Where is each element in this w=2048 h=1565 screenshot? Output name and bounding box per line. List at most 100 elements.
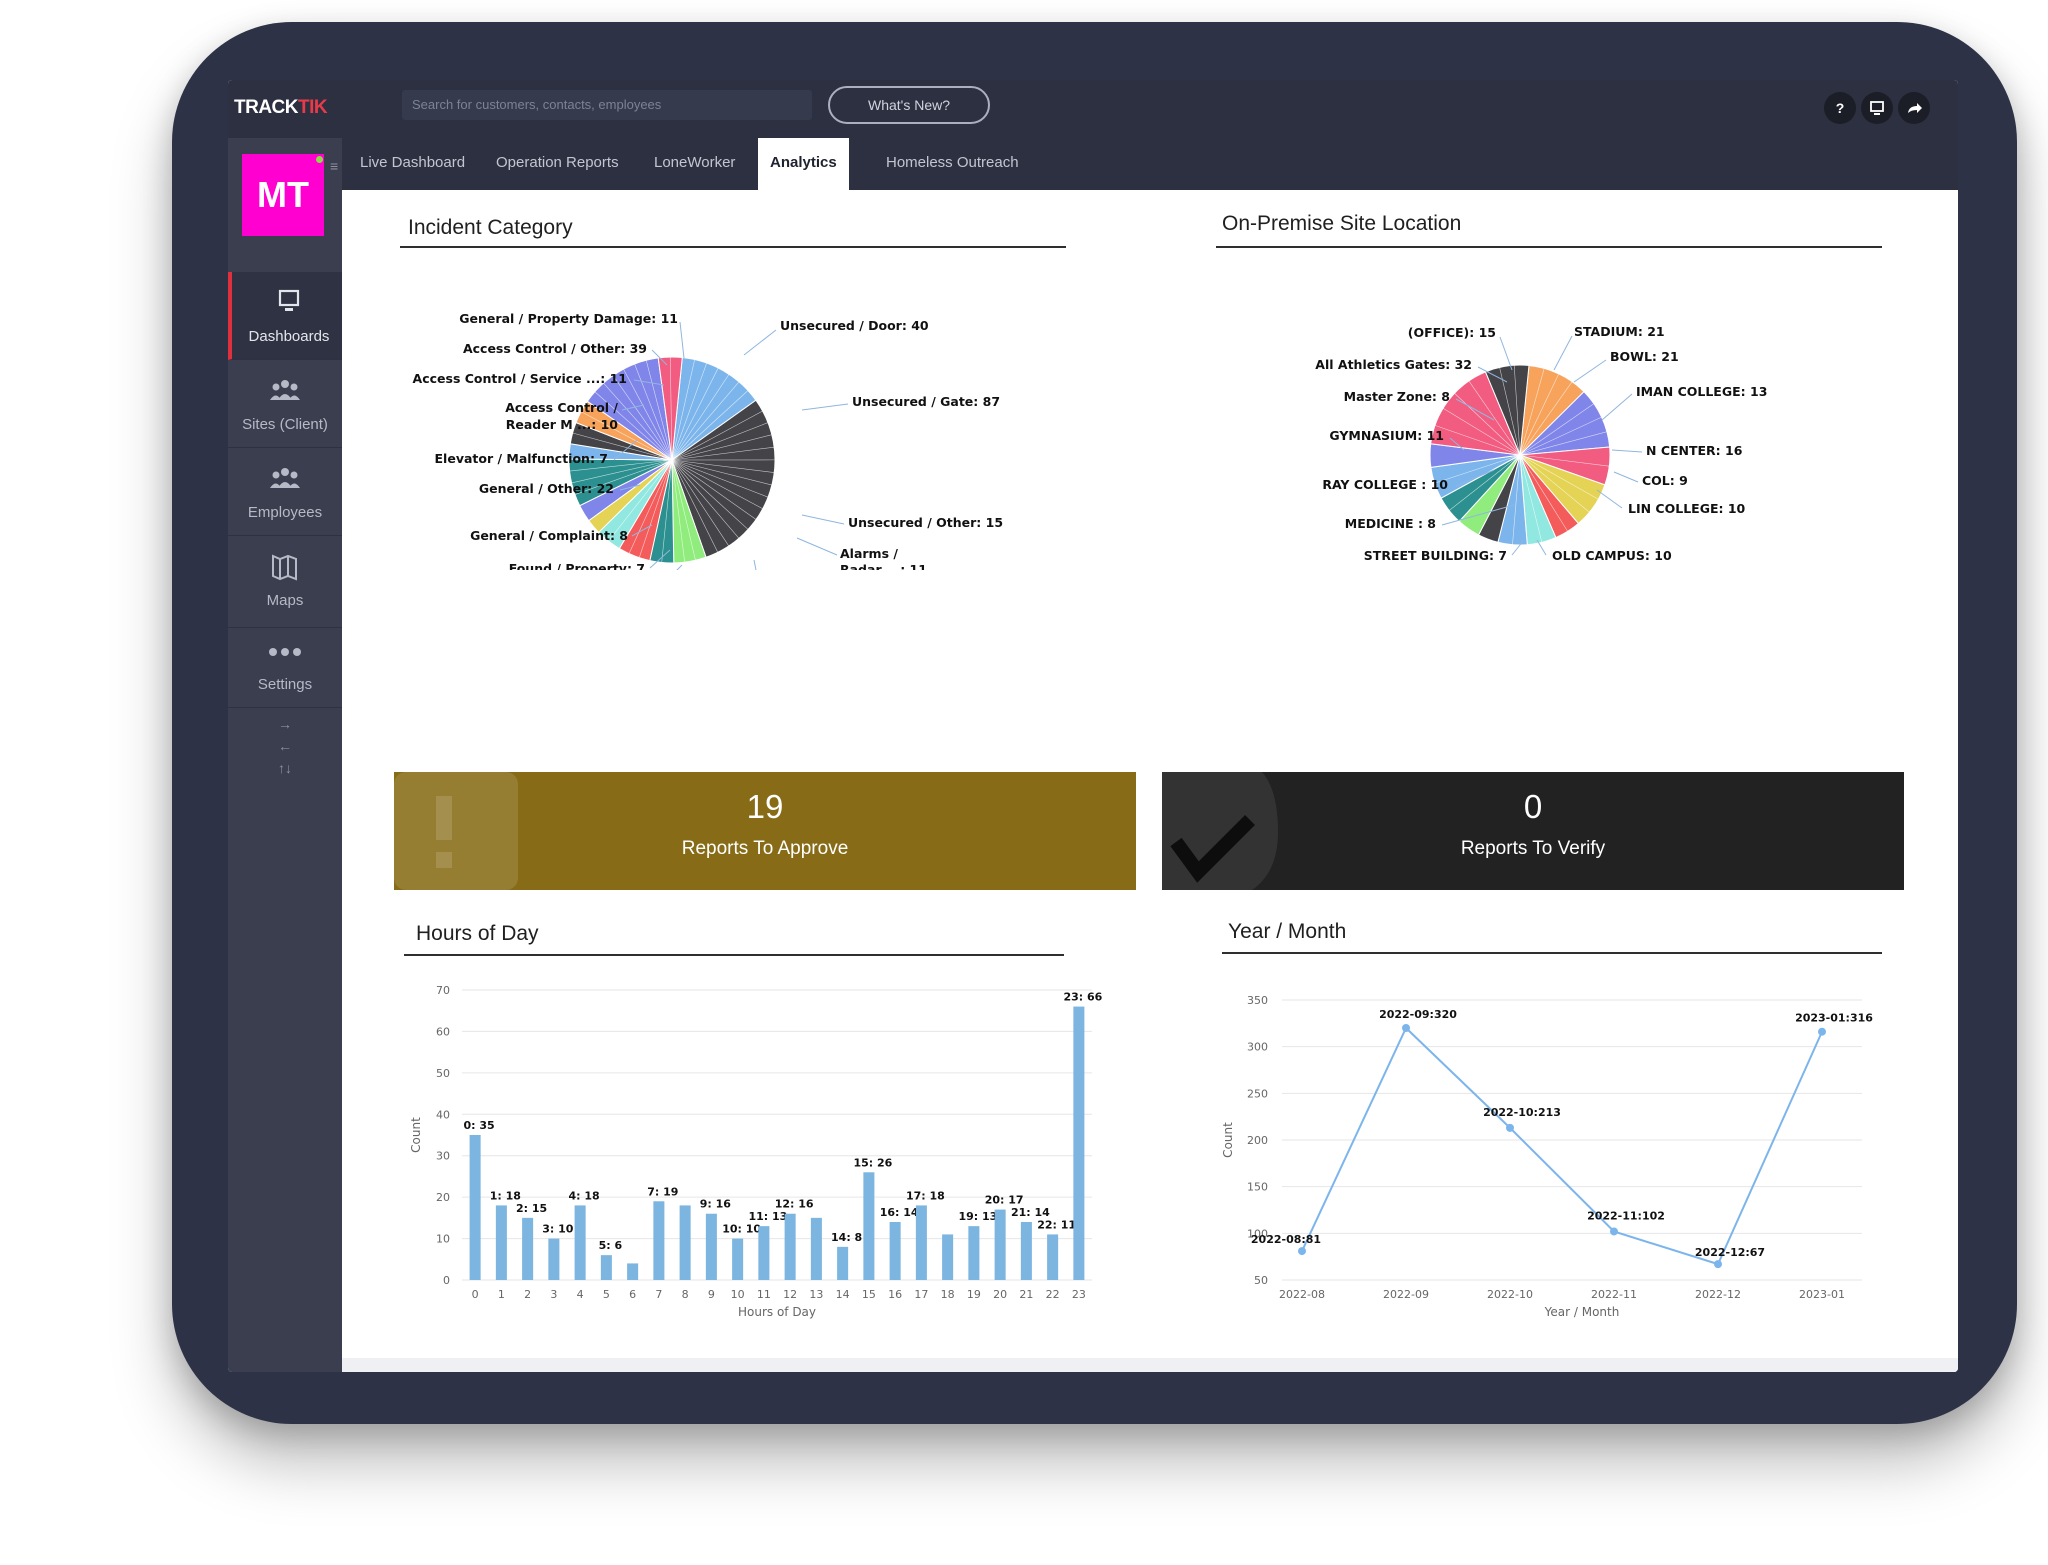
arrow-updown-icon[interactable]: ↑↓ xyxy=(278,760,292,776)
help-button[interactable]: ? xyxy=(1824,92,1856,124)
x-tick-label: 2023-01 xyxy=(1799,1288,1845,1301)
logo-tik: TIK xyxy=(298,97,328,118)
reports-to-verify-tile[interactable]: 0 Reports To Verify xyxy=(1162,772,1904,890)
pie-connector-line xyxy=(1455,398,1495,421)
bar xyxy=(889,1222,901,1280)
pie-data-label: Master Zone: 8 xyxy=(1344,389,1450,404)
panel-divider xyxy=(404,954,1064,956)
pie-slice-divider xyxy=(623,368,673,461)
menu-icon[interactable]: ≡ xyxy=(330,158,339,174)
pie-slice xyxy=(1484,364,1530,456)
point-data-label: 2022-11:102 xyxy=(1587,1209,1665,1222)
pie-slice-divider xyxy=(1434,425,1521,456)
sidebar-item-employees[interactable]: Employees xyxy=(228,448,342,536)
pie-slice-divider xyxy=(608,459,673,542)
global-search-input[interactable]: Search for customers, contacts, employee… xyxy=(402,90,812,120)
bar-data-label: 12: 16 xyxy=(775,1198,814,1211)
pie-slice-divider xyxy=(1519,403,1595,456)
tab-homeless-outreach[interactable]: Homeless Outreach xyxy=(886,154,1019,171)
bar-data-label: 23: 66 xyxy=(1063,991,1102,1004)
pie-data-label: General / Complaint: 8 xyxy=(470,528,628,543)
sidebar-item-maps[interactable]: Maps xyxy=(228,536,342,628)
pie-slice-divider xyxy=(1512,454,1521,545)
x-tick-label: 5 xyxy=(603,1288,610,1301)
pie-slice-divider xyxy=(671,459,686,563)
bar xyxy=(784,1213,796,1280)
pie-connector-line xyxy=(801,403,849,411)
x-axis-title: Hours of Day xyxy=(738,1305,816,1319)
bar-data-label: 0: 35 xyxy=(464,1119,495,1132)
incident-category-pie-chart: General / Property Damage: 11 Access Cont… xyxy=(413,311,1003,570)
bar xyxy=(968,1226,980,1280)
y-tick-label: 30 xyxy=(436,1150,450,1163)
pie-slice xyxy=(671,399,776,558)
analytics-content: Incident Category On-Premise Site Locati… xyxy=(342,190,1958,1372)
bar xyxy=(1073,1006,1085,1280)
tab-operation-reports[interactable]: Operation Reports xyxy=(496,154,619,171)
x-tick-label: 7 xyxy=(655,1288,662,1301)
trackik-logo[interactable]: TRACKTIK xyxy=(234,97,328,119)
x-axis-title: Year / Month xyxy=(1544,1305,1620,1319)
pie-slice-divider xyxy=(569,459,673,472)
x-tick-label: 12 xyxy=(783,1288,797,1301)
bar xyxy=(705,1213,717,1280)
y-tick-label: 10 xyxy=(436,1233,450,1246)
pie-connector-line xyxy=(633,379,665,386)
pie-slice-divider xyxy=(671,459,772,486)
pie-slice-divider xyxy=(1454,393,1521,456)
bar-data-label: 10: 10 xyxy=(722,1223,761,1236)
pie-slice-divider xyxy=(594,391,673,461)
pie-slice-divider xyxy=(671,434,772,461)
x-tick-label: 18 xyxy=(941,1288,955,1301)
sidebar-item-settings[interactable]: Settings xyxy=(228,628,342,708)
pie-slice-divider xyxy=(1513,365,1521,456)
data-point xyxy=(1818,1027,1826,1036)
arrow-left-icon[interactable]: ← xyxy=(278,738,292,754)
pie-slice-divider xyxy=(574,459,673,495)
pie-data-label: IMAN COLLEGE: 13 xyxy=(1636,384,1767,399)
share-button[interactable] xyxy=(1898,92,1930,124)
arrow-right-icon[interactable]: → xyxy=(278,716,292,732)
x-tick-label: 4 xyxy=(577,1288,584,1301)
logo-track: TRACK xyxy=(234,97,299,118)
pie-slice-divider xyxy=(671,367,719,461)
pie-data-label: Unsecured / Other: 15 xyxy=(848,515,1003,530)
pie-slice-divider xyxy=(1519,373,1560,456)
pie-slice-divider xyxy=(671,459,757,520)
user-avatar[interactable]: MT xyxy=(242,154,324,236)
pie-data-label: MEDICINE : 8 xyxy=(1345,516,1436,531)
pie-data-label: RAY COLLEGE : 10 xyxy=(1322,477,1448,492)
pie-data-label: Access Control / Other: 39 xyxy=(463,341,647,356)
pie-data-label: OLD CAMPUS: 10 xyxy=(1552,548,1672,563)
pie-slice-divider xyxy=(1519,431,1608,456)
pie-slice-divider xyxy=(1468,380,1521,456)
point-data-label: 2022-09:320 xyxy=(1379,1008,1457,1021)
pie-slice-divider xyxy=(671,459,749,530)
pie-connector-line xyxy=(621,404,645,411)
year-month-line-chart: 50 100 150 200 250 300 350 2022-08 2022-08:81 202… xyxy=(1222,994,1873,1319)
y-axis-title: Count xyxy=(1222,1122,1235,1158)
pie-slice-divider xyxy=(671,359,695,461)
bar-data-label: 11: 13 xyxy=(748,1210,787,1223)
pie-data-label: (OFFICE): 15 xyxy=(1408,325,1496,340)
whats-new-button[interactable]: What's New? xyxy=(828,86,990,124)
reports-to-approve-tile[interactable]: 19 Reports To Approve xyxy=(394,772,1136,890)
tab-analytics[interactable]: Analytics xyxy=(758,138,849,190)
monitor-button[interactable] xyxy=(1861,92,1893,124)
monitor-icon xyxy=(278,289,300,311)
point-data-label: 2022-12:67 xyxy=(1695,1246,1765,1259)
bar xyxy=(574,1205,586,1280)
pie-connector-line xyxy=(1613,471,1639,483)
pie-connector-line xyxy=(796,537,838,556)
app-screen: TRACKTIK Search for customers, contacts,… xyxy=(228,80,1958,1372)
sidebar-item-sites[interactable]: Sites (Client) xyxy=(228,360,342,448)
pie-slice-divider xyxy=(671,381,740,461)
series-line xyxy=(1301,1026,1823,1266)
pie-slice-divider xyxy=(671,459,763,510)
tab-loneworker[interactable]: LoneWorker xyxy=(654,154,736,171)
sidebar-item-dashboards[interactable]: Dashboards xyxy=(228,272,342,360)
map-icon xyxy=(272,554,297,581)
tab-live-dashboard[interactable]: Live Dashboard xyxy=(360,154,466,171)
x-tick-label: 3 xyxy=(550,1288,557,1301)
pie-connector-line xyxy=(613,439,638,461)
